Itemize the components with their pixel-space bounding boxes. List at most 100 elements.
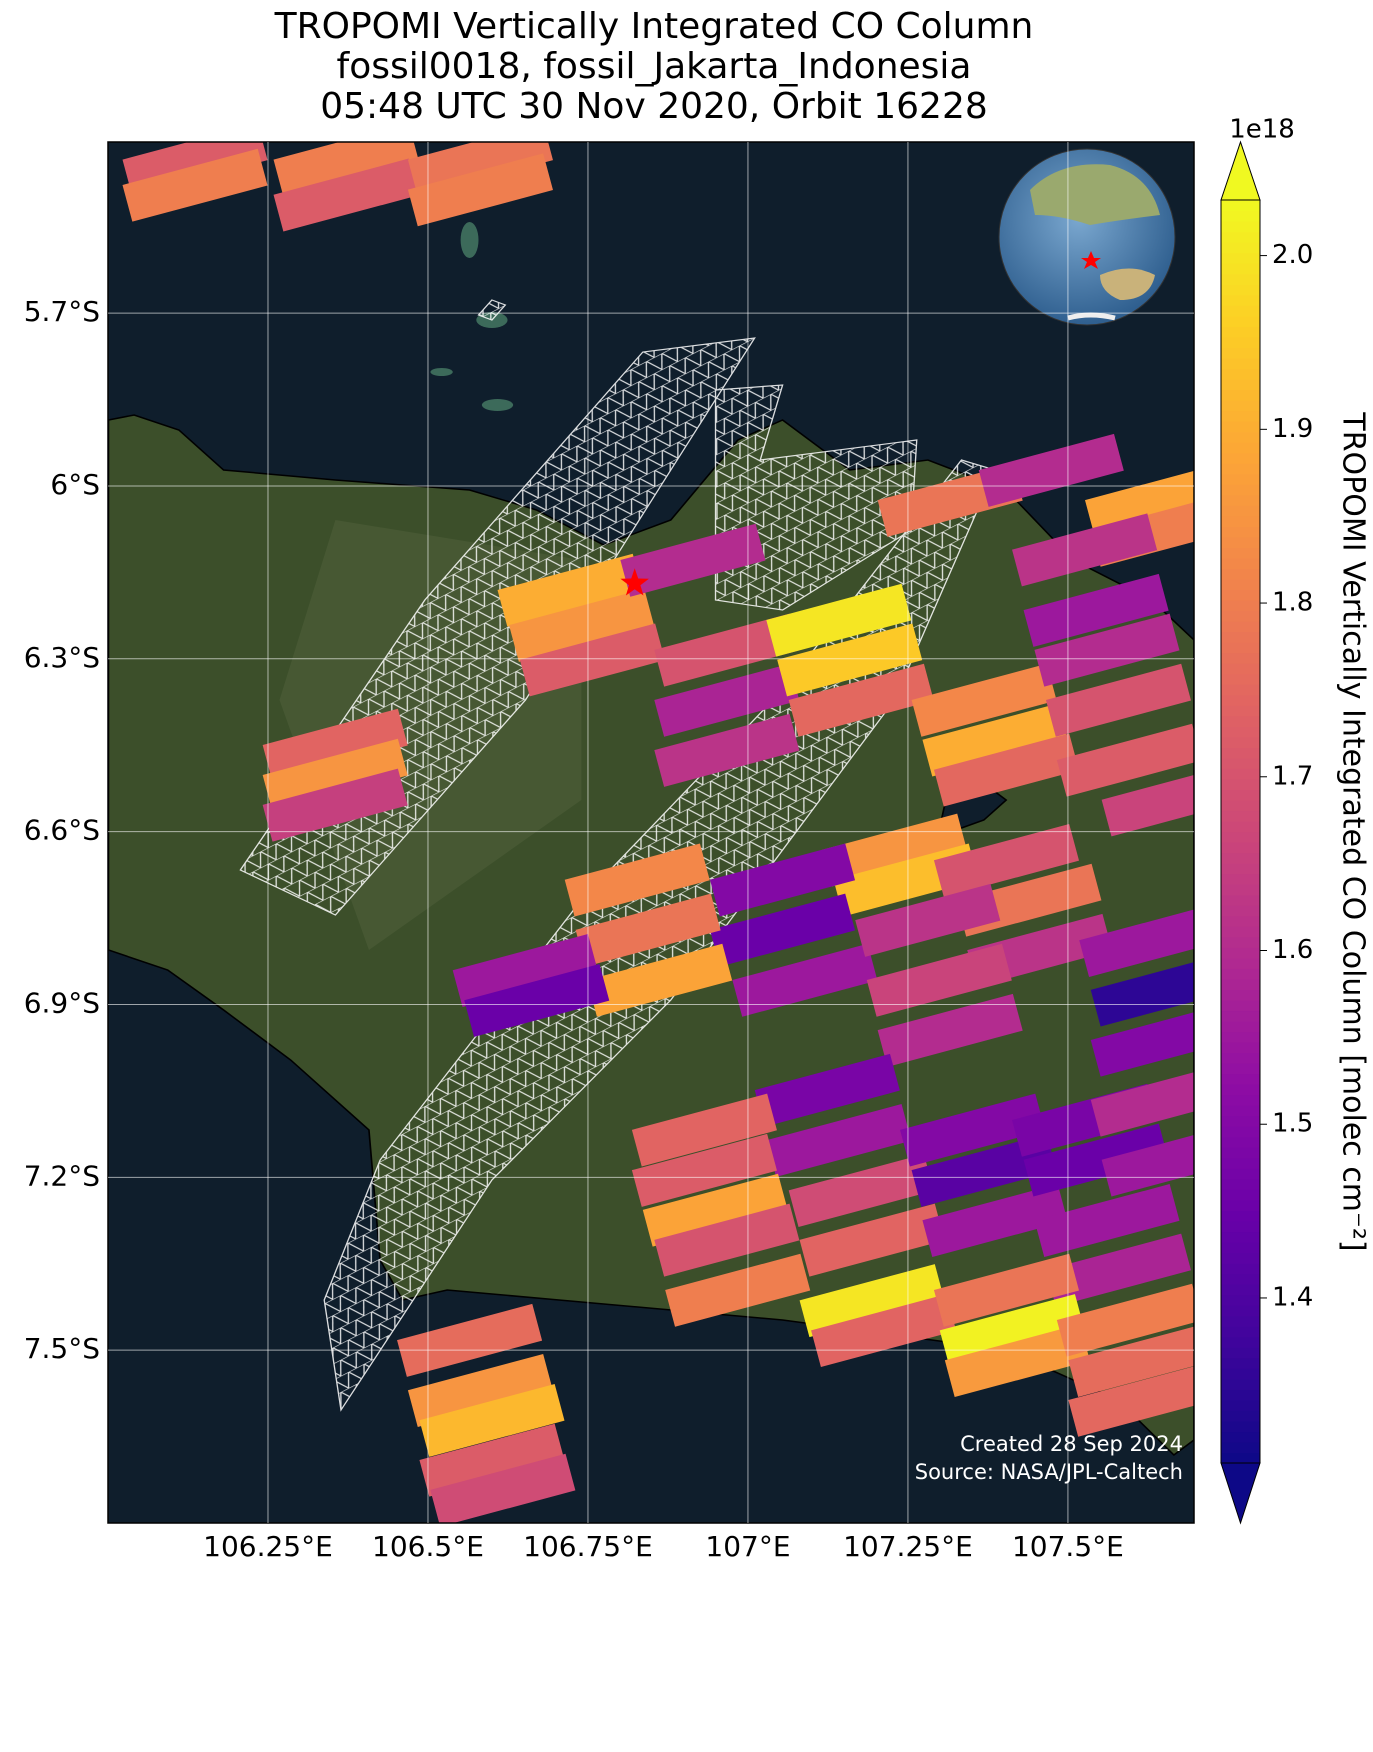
swath-cell <box>564 843 710 917</box>
colorbar-swatch <box>1221 873 1260 885</box>
colorbar-swatch <box>1221 1147 1260 1159</box>
colorbar-frame <box>1220 199 1261 1464</box>
title-line: TROPOMI Vertically Integrated CO Column <box>274 6 1034 47</box>
x-tick-label: 107.25°E <box>843 1530 973 1563</box>
swath-cell <box>922 703 1068 777</box>
colorbar-tick-label: 1.8 <box>1272 588 1313 618</box>
globe-land <box>1030 164 1160 225</box>
colorbar-swatch <box>1221 1115 1260 1127</box>
globe-ice <box>1067 312 1116 321</box>
colorbar-swatch <box>1221 1305 1260 1317</box>
swath-cell <box>509 588 655 662</box>
colorbar-swatch <box>1221 631 1260 643</box>
colorbar-swatch <box>1221 336 1260 348</box>
site-layer <box>620 568 649 596</box>
colorbar-swatch <box>1221 357 1260 369</box>
x-tick-label: 106.25°E <box>203 1530 333 1563</box>
swath-cell <box>1068 1363 1194 1437</box>
colorbar-swatch <box>1221 736 1260 748</box>
colorbar-swatch <box>1221 1063 1260 1075</box>
swath-cell <box>944 1324 1090 1397</box>
swath-cell <box>620 523 766 597</box>
swath-cell <box>1090 1003 1194 1077</box>
footnote: Created 28 Sep 2024 <box>960 1432 1183 1456</box>
colorbar-swatch <box>1221 694 1260 706</box>
swath-cell <box>407 153 553 227</box>
swath-cell <box>464 963 610 1037</box>
swath-cell <box>419 1383 565 1457</box>
swath-cell <box>430 1453 576 1523</box>
swath-cell <box>1034 613 1180 687</box>
colorbar-swatch <box>1221 494 1260 506</box>
colorbar-swatch <box>1221 1284 1260 1296</box>
map-frame <box>107 141 1195 1524</box>
colorbar-swatch <box>1221 200 1260 212</box>
swath-cell <box>262 768 408 842</box>
swath-cell <box>855 883 1001 957</box>
swath-cells <box>122 142 1194 1523</box>
colorbar-swatch <box>1221 1042 1260 1054</box>
swath-cell <box>709 843 856 917</box>
colorbar-swatch <box>1221 1231 1260 1243</box>
colorbar-swatch <box>1221 884 1260 896</box>
swath-cell <box>1090 953 1194 1027</box>
colorbar-swatch <box>1221 242 1260 254</box>
swath-cell <box>978 433 1124 507</box>
colorbar-swatch <box>1221 1073 1260 1085</box>
colorbar-swatch <box>1221 968 1260 980</box>
colorbar-label: TROPOMI Vertically Integrated CO Column … <box>1336 411 1371 1251</box>
swath-cell <box>1023 1123 1169 1197</box>
swath-cell <box>1045 1233 1192 1307</box>
colorbar-swatch <box>1221 905 1260 917</box>
colorbar-swatch <box>1221 599 1260 612</box>
swath-cell <box>273 142 419 197</box>
swath-cell <box>732 943 878 1017</box>
colorbar-swatch <box>1221 1094 1260 1106</box>
colorbar-swatch <box>1221 1252 1260 1264</box>
colorbar-swatch <box>1221 1105 1260 1117</box>
site-marker <box>620 568 649 596</box>
globe-inset <box>998 148 1176 326</box>
swath-cell <box>587 943 733 1017</box>
colorbar-swatch <box>1221 1420 1260 1433</box>
colorbar-swatch <box>1221 1084 1260 1096</box>
swath-cell <box>1023 573 1169 647</box>
colorbar-swatch <box>1221 926 1260 938</box>
colorbar-swatch <box>1221 947 1260 959</box>
colorbar-swatch <box>1221 473 1260 485</box>
colorbar-swatch <box>1221 1178 1260 1190</box>
swath-cell <box>933 823 1080 897</box>
swath-cell <box>1034 1184 1180 1257</box>
colorbar-swatch <box>1221 378 1260 391</box>
colorbar-swatch <box>1221 431 1260 443</box>
y-tick-label: 6.6°S <box>24 814 100 847</box>
colorbar-swatch <box>1221 1441 1260 1454</box>
swath-cell <box>654 713 800 787</box>
colorbar-tick-label: 2.0 <box>1272 240 1313 270</box>
colorbar-swatch <box>1221 778 1260 790</box>
map-area <box>108 142 1194 1523</box>
y-tick-label: 7.2°S <box>24 1159 100 1192</box>
colorbar-swatch <box>1221 936 1260 948</box>
colorbar-swatch <box>1221 705 1260 717</box>
colorbar-swatch <box>1221 757 1260 769</box>
colorbar-swatch <box>1221 1010 1260 1022</box>
colorbar-swatch <box>1221 1294 1260 1306</box>
colorbar-swatch <box>1221 452 1260 464</box>
colorbar-swatch <box>1221 526 1260 538</box>
colorbar-swatch <box>1221 684 1260 696</box>
colorbar-swatch <box>1221 820 1260 833</box>
colorbar-swatch <box>1221 1347 1260 1359</box>
swath-cell <box>933 733 1080 807</box>
swath-cell <box>911 1133 1057 1207</box>
swath-cell <box>575 893 721 967</box>
colorbar-swatch <box>1221 1136 1260 1148</box>
colorbar-swatch <box>1221 852 1260 864</box>
colorbar-swatch <box>1221 410 1260 422</box>
colorbar-swatch <box>1221 221 1260 233</box>
swath-cell <box>709 893 856 967</box>
colorbar-swatch <box>1221 915 1260 927</box>
x-tick-label: 107°E <box>705 1530 790 1563</box>
colorbar-tick-label: 1.6 <box>1272 935 1313 965</box>
